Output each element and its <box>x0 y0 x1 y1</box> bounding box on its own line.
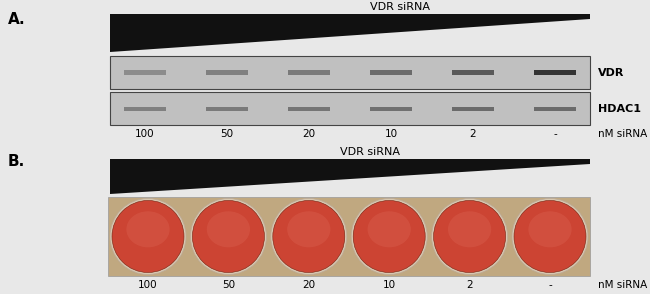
Ellipse shape <box>368 211 411 247</box>
Text: -: - <box>548 280 552 290</box>
Ellipse shape <box>110 198 186 275</box>
Text: 50: 50 <box>220 129 233 139</box>
Bar <box>110 56 590 89</box>
Text: 50: 50 <box>222 280 235 290</box>
Ellipse shape <box>273 201 344 273</box>
Bar <box>108 197 590 276</box>
Ellipse shape <box>112 201 184 273</box>
Polygon shape <box>110 14 590 52</box>
Text: 2: 2 <box>470 129 476 139</box>
Text: 2: 2 <box>466 280 473 290</box>
Text: 100: 100 <box>135 129 155 139</box>
Ellipse shape <box>514 201 586 273</box>
Text: VDR: VDR <box>598 68 625 78</box>
Bar <box>370 70 412 75</box>
Text: 10: 10 <box>384 129 398 139</box>
Text: 20: 20 <box>302 280 315 290</box>
Bar <box>206 106 248 111</box>
Ellipse shape <box>351 198 427 275</box>
Ellipse shape <box>432 198 508 275</box>
Bar <box>370 106 412 111</box>
Text: VDR siRNA: VDR siRNA <box>370 2 430 12</box>
Ellipse shape <box>448 211 491 247</box>
Text: -: - <box>553 129 557 139</box>
Ellipse shape <box>192 201 265 273</box>
Bar <box>534 106 576 111</box>
Ellipse shape <box>528 211 571 247</box>
Ellipse shape <box>207 211 250 247</box>
Text: 20: 20 <box>302 129 315 139</box>
Bar <box>110 92 590 125</box>
Bar <box>534 70 576 75</box>
Polygon shape <box>110 159 590 194</box>
Ellipse shape <box>287 211 330 247</box>
Text: nM siRNA: nM siRNA <box>598 280 647 290</box>
Bar <box>124 106 166 111</box>
Ellipse shape <box>271 198 347 275</box>
Ellipse shape <box>512 198 588 275</box>
Text: nM siRNA: nM siRNA <box>598 129 647 139</box>
Text: 100: 100 <box>138 280 158 290</box>
Bar <box>288 70 330 75</box>
Ellipse shape <box>434 201 506 273</box>
Ellipse shape <box>190 198 266 275</box>
Text: 10: 10 <box>383 280 396 290</box>
Text: A.: A. <box>8 12 25 27</box>
Bar <box>124 70 166 75</box>
Bar <box>206 70 248 75</box>
Bar <box>452 106 494 111</box>
Text: VDR siRNA: VDR siRNA <box>340 147 400 157</box>
Bar <box>452 70 494 75</box>
Text: HDAC1: HDAC1 <box>598 103 641 113</box>
Bar <box>288 106 330 111</box>
Ellipse shape <box>353 201 425 273</box>
Text: B.: B. <box>8 154 25 169</box>
Ellipse shape <box>126 211 170 247</box>
